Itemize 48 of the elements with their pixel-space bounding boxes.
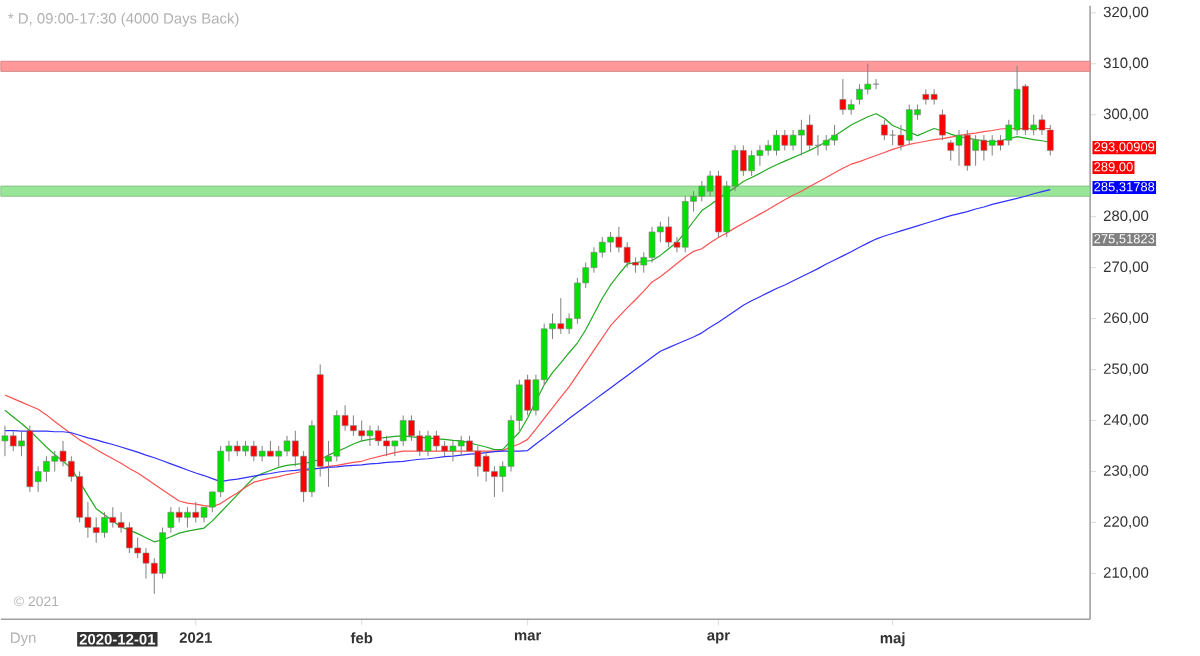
candlestick xyxy=(192,501,200,524)
candlestick xyxy=(756,145,764,167)
candlestick xyxy=(930,89,938,106)
candlestick xyxy=(557,298,565,335)
candlestick xyxy=(698,180,706,203)
candlestick xyxy=(9,430,17,452)
candlestick xyxy=(258,445,266,463)
candlestick xyxy=(947,140,955,162)
candlestick xyxy=(449,440,457,463)
candlestick xyxy=(831,124,838,147)
candlestick xyxy=(474,445,482,478)
candlestick xyxy=(399,415,407,447)
candlestick xyxy=(905,104,913,147)
candlestick xyxy=(864,63,872,96)
candlestick xyxy=(109,507,117,529)
candlestick xyxy=(1,425,9,458)
candlestick xyxy=(374,425,382,447)
candlestick xyxy=(51,450,59,473)
candlestick xyxy=(283,435,291,458)
candlestick xyxy=(1046,124,1054,157)
candlestick xyxy=(806,114,813,152)
candlestick xyxy=(939,109,946,142)
candlestick xyxy=(457,435,465,458)
candlestick xyxy=(142,547,150,580)
candlestick xyxy=(424,430,432,458)
candlestick xyxy=(773,129,780,157)
candlestick xyxy=(333,410,341,463)
candlestick xyxy=(101,512,108,539)
candlestick xyxy=(789,129,797,152)
candlestick xyxy=(980,135,988,162)
candlestick xyxy=(988,135,996,157)
candlestick xyxy=(856,84,863,106)
candlestick xyxy=(167,507,175,534)
candlestick xyxy=(92,517,100,544)
candlestick xyxy=(482,450,490,483)
candlestick xyxy=(648,226,656,264)
candlestick xyxy=(1013,65,1021,136)
candlestick xyxy=(623,242,631,269)
candlestick xyxy=(881,119,888,142)
candlestick xyxy=(275,445,283,468)
candlestick xyxy=(955,129,963,167)
candlestick xyxy=(184,507,191,529)
candlestick xyxy=(781,129,789,152)
candlestick xyxy=(159,527,166,580)
candlestick xyxy=(366,425,374,447)
candlestick xyxy=(250,440,258,463)
candlestick xyxy=(681,196,689,254)
candlestick xyxy=(839,78,847,116)
